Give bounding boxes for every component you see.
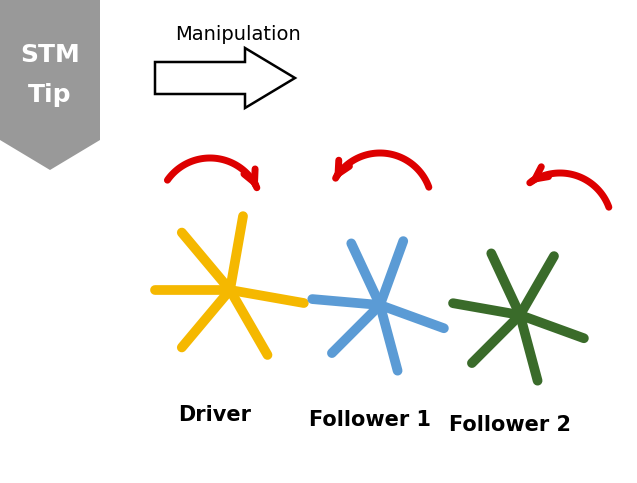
Polygon shape: [0, 0, 100, 170]
Text: Follower 1: Follower 1: [309, 410, 431, 430]
Text: Tip: Tip: [28, 83, 72, 107]
Text: Follower 2: Follower 2: [449, 415, 571, 435]
Text: Manipulation: Manipulation: [175, 26, 301, 44]
Text: Driver: Driver: [178, 405, 252, 425]
Text: STM: STM: [20, 43, 80, 67]
Polygon shape: [155, 48, 295, 108]
